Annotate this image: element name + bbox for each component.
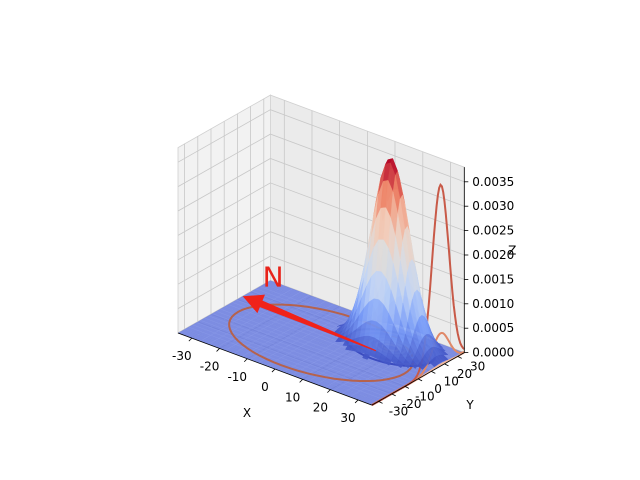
floor-mesh-line [224, 306, 419, 380]
x-axis-label: X [243, 406, 251, 420]
x-tick-mark [299, 379, 303, 383]
x-tick-mark [243, 358, 248, 363]
z-tick-label: 0.0030 [472, 199, 514, 213]
x-tick-mark [354, 399, 359, 404]
y-axis-line [371, 352, 465, 406]
z-tick-label: 0.0000 [472, 346, 514, 360]
x-tick-label: -30 [172, 349, 192, 363]
x-tick-label: 10 [285, 390, 300, 404]
y-axis-label: Y [465, 398, 474, 412]
y-tick-mark [404, 385, 410, 389]
z-tick-label: 0.0015 [472, 272, 514, 286]
x-tick-mark [271, 368, 276, 373]
x-tick-label: -10 [227, 370, 247, 384]
y-tick-label: 20 [457, 367, 472, 381]
north-arrow-shape [242, 294, 377, 352]
x-tick-label: -20 [200, 359, 220, 373]
y-tick-label: -30 [389, 404, 409, 418]
z-tick-label: 0.0005 [472, 321, 514, 335]
z-tick-label: 0.0020 [472, 248, 514, 262]
surface-patch [417, 361, 426, 370]
z-axis-label: Z [508, 244, 516, 258]
x-tick-label: 20 [313, 401, 328, 415]
x-tick-mark [216, 348, 220, 352]
y-tick-mark [378, 400, 383, 404]
z-tick-label: 0.0035 [472, 175, 514, 189]
y-tick-mark [444, 363, 449, 367]
y-tick-label: 30 [470, 359, 485, 373]
y-tick-mark [391, 393, 396, 397]
north-arrow [242, 294, 377, 352]
y-tick-mark [417, 378, 423, 382]
gaussian-surface [332, 158, 449, 370]
y-tick-mark [431, 370, 436, 374]
y-tick-label: -10 [415, 389, 435, 403]
y-tick-label: 10 [444, 374, 459, 388]
z-tick-label: 0.0010 [472, 297, 514, 311]
x-tick-label: 30 [340, 411, 355, 425]
x-tick-mark [327, 389, 331, 393]
z-tick-label: 0.0025 [472, 224, 514, 238]
y-tick-mark [457, 355, 462, 359]
surface-patch [429, 359, 437, 368]
x-tick-mark [188, 337, 193, 342]
y-tick-label: 0 [434, 382, 442, 396]
x-tick-label: 0 [261, 380, 269, 394]
y-tick-label: -20 [402, 397, 422, 411]
gridline-z [177, 109, 465, 183]
north-label: N [263, 260, 284, 293]
